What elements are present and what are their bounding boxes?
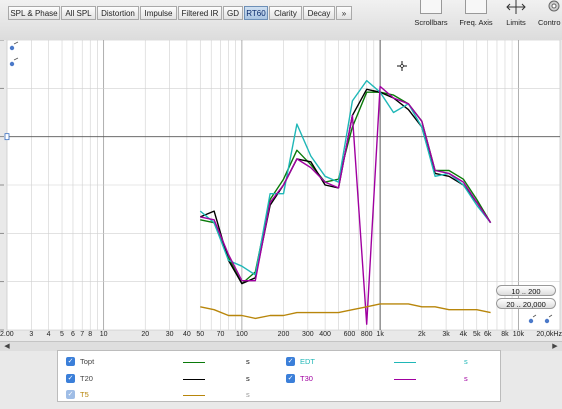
x-tick-label: 800 <box>361 331 373 338</box>
tab-impulse[interactable]: Impulse <box>140 6 177 20</box>
rt60-graph[interactable]: 2.00 3 4 5 6 7 8 10 20 30 40 50 70 100 200 300 400 600 800… <box>0 40 562 340</box>
legend-unit-topt: s <box>246 357 250 366</box>
scrollbars-icon <box>420 0 442 14</box>
series-line-t5 <box>200 303 491 320</box>
gear-icon <box>548 0 560 12</box>
x-tick-label: 3k <box>442 331 450 338</box>
horizontal-scrollbar[interactable]: ◀ ▶ <box>0 341 562 351</box>
series-line-t30 <box>200 85 492 325</box>
x-tick-label: 7 <box>80 331 84 338</box>
tab-filtered-ir[interactable]: Filtered IR <box>178 6 222 20</box>
x-tick-label: 5 <box>60 331 64 338</box>
legend-swatch-t20 <box>183 379 205 380</box>
legend-item-t20[interactable]: ✓ T20 s <box>66 372 266 386</box>
tab-decay[interactable]: Decay <box>303 6 335 20</box>
limits-label: Limits <box>506 18 526 27</box>
legend-item-t5[interactable]: ✓ T5 s <box>66 388 266 402</box>
checkbox-t20[interactable]: ✓ <box>66 374 75 383</box>
x-tick-label: 8 <box>88 331 92 338</box>
cursor-handle[interactable] <box>4 133 10 141</box>
range-10-200-button[interactable]: 10 .. 200 <box>496 285 556 296</box>
freq-axis-icon <box>465 0 487 14</box>
x-tick-label: 2.00 <box>0 331 14 338</box>
x-tick-label: 8k <box>501 331 509 338</box>
legend-unit-t30: s <box>464 374 468 383</box>
x-tick-label: 20 <box>141 331 149 338</box>
legend-item-topt[interactable]: ✓ Topt s <box>66 355 266 369</box>
limits-button[interactable]: Limits <box>494 0 538 32</box>
legend-swatch-t5 <box>183 395 205 396</box>
tab-more[interactable]: » <box>336 6 352 20</box>
freq-axis-label: Freq. Axis <box>459 18 493 27</box>
legend-swatch-edt <box>394 362 416 363</box>
limits-icon <box>506 0 526 14</box>
legend-name-t20: T20 <box>80 374 93 383</box>
zoom-vertical-icon[interactable] <box>9 41 19 51</box>
scroll-right-icon[interactable]: ▶ <box>552 343 558 350</box>
legend-name-edt: EDT <box>300 357 315 366</box>
tab-all-spl[interactable]: All SPL <box>61 6 96 20</box>
legend-item-edt[interactable]: ✓ EDT s <box>286 355 486 369</box>
controls-button[interactable]: Contro <box>534 0 562 32</box>
x-tick-label: 2k <box>418 331 426 338</box>
crosshair-cursor-icon <box>397 61 407 71</box>
scrollbars-label: Scrollbars <box>414 18 448 27</box>
x-tick-label: 400 <box>319 331 331 338</box>
checkbox-topt[interactable]: ✓ <box>66 357 75 366</box>
legend-name-t5: T5 <box>80 390 89 399</box>
x-tick-label: 4 <box>47 331 51 338</box>
x-tick-label: 100 <box>236 331 248 338</box>
legend-swatch-topt <box>183 362 205 363</box>
range-20-20000-button[interactable]: 20 .. 20,000 <box>496 298 556 309</box>
x-tick-label: 600 <box>344 331 356 338</box>
x-tick-label: 30 <box>166 331 174 338</box>
scrollbars-button[interactable]: Scrollbars <box>409 0 453 32</box>
x-tick-label: 300 <box>302 331 314 338</box>
legend-unit-t20: s <box>246 374 250 383</box>
tab-clarity[interactable]: Clarity <box>269 6 302 20</box>
x-tick-label: 4k <box>460 331 468 338</box>
legend-unit-t5: s <box>246 390 250 399</box>
zoom-vertical-out-icon[interactable] <box>9 57 19 67</box>
legend-swatch-t30 <box>394 379 416 380</box>
series-line-edt <box>199 79 492 276</box>
x-tick-label: 5k <box>473 331 481 338</box>
x-tick-label: 20,0kHz <box>536 331 562 338</box>
x-tick-label: 10 <box>100 331 108 338</box>
x-tick-label: 6 <box>71 331 75 338</box>
legend-name-t30: T30 <box>300 374 313 383</box>
legend-unit-edt: s <box>464 357 468 366</box>
checkbox-edt[interactable]: ✓ <box>286 357 295 366</box>
legend-name-topt: Topt <box>80 357 95 366</box>
x-tick-label: 10k <box>513 331 525 338</box>
zoom-horizontal-icon[interactable] <box>528 314 537 324</box>
rt60-chart[interactable]: 2.00 3 4 5 6 7 8 10 20 30 40 50 70 100 200 300 400 600 800… <box>0 40 562 340</box>
tab-spl-phase[interactable]: SPL & Phase <box>8 6 60 20</box>
x-tick-label: 6k <box>484 331 492 338</box>
checkbox-t5[interactable]: ✓ <box>66 390 75 399</box>
tab-gd[interactable]: GD <box>223 6 243 20</box>
tab-rt60[interactable]: RT60 <box>244 6 268 20</box>
tab-distortion[interactable]: Distortion <box>97 6 139 20</box>
x-tick-label: 70 <box>217 331 225 338</box>
legend-panel: ✓ Topt s ✓ EDT s ✓ T20 s ✓ T30 s ✓ T5 s <box>57 350 501 402</box>
toolbar: SPL & Phase All SPL Distortion Impulse Filte… <box>0 0 562 40</box>
x-tick-label: 40 <box>183 331 191 338</box>
x-tick-label: 3 <box>29 331 33 338</box>
scroll-left-icon[interactable]: ◀ <box>4 343 10 350</box>
x-tick-label: 200 <box>278 331 290 338</box>
checkbox-t30[interactable]: ✓ <box>286 374 295 383</box>
legend-item-t30[interactable]: ✓ T30 s <box>286 372 486 386</box>
controls-label: Contro <box>538 18 561 27</box>
freq-axis-button[interactable]: Freq. Axis <box>454 0 498 32</box>
x-tick-label: 50 <box>196 331 204 338</box>
zoom-horizontal-out-icon[interactable] <box>544 314 553 324</box>
x-tick-label: 1k <box>376 331 384 338</box>
